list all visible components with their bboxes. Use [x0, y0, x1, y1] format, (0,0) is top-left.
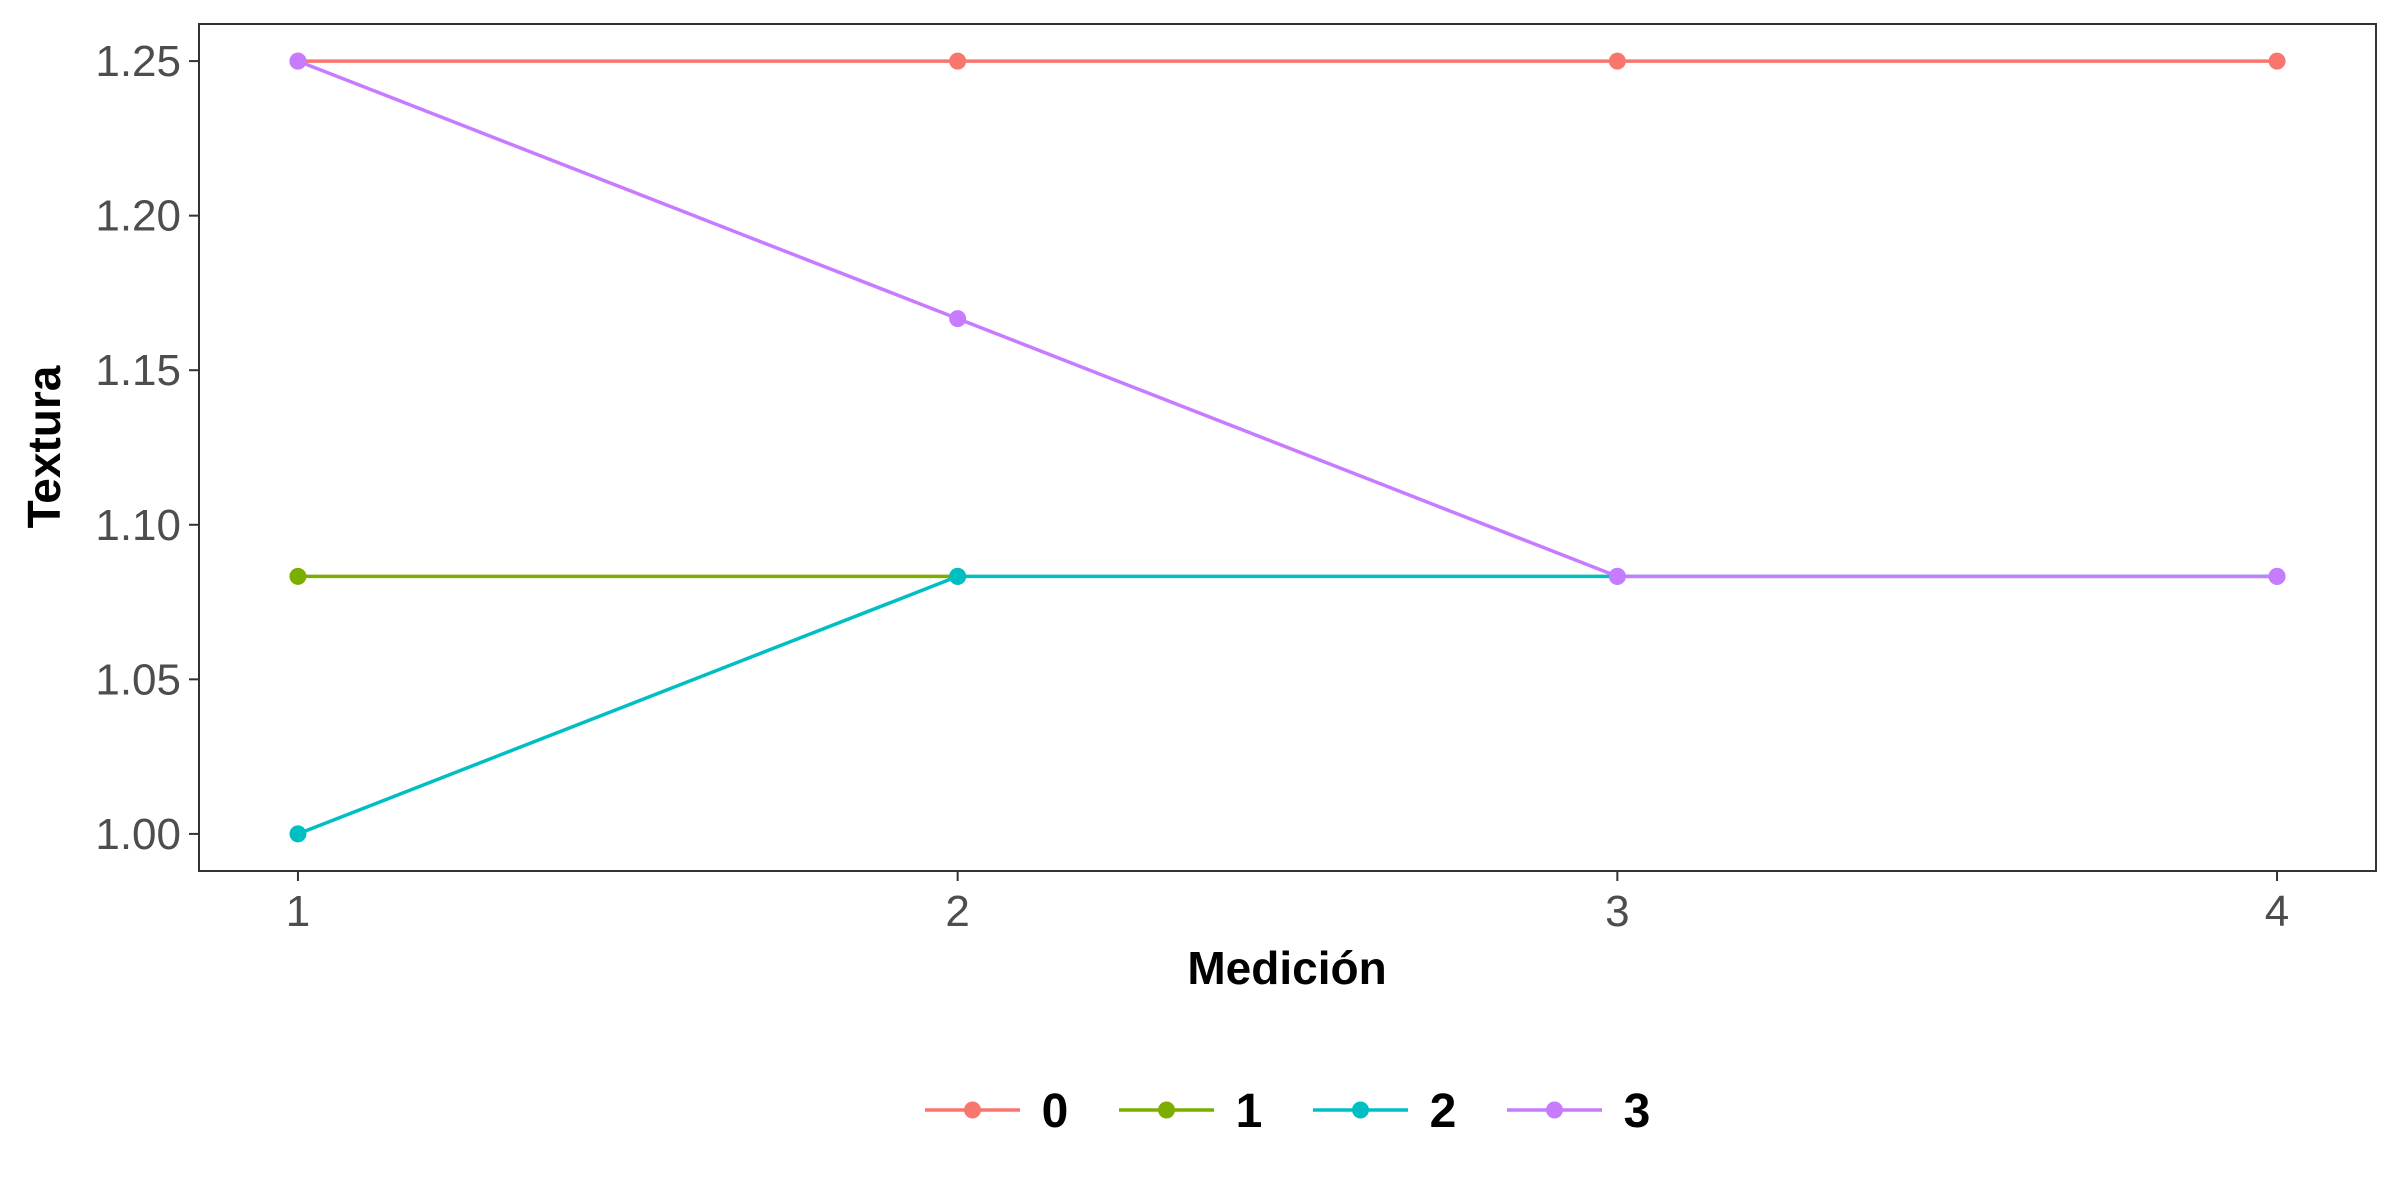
series-line-2: [297, 574, 2278, 836]
series-point-3: [2268, 567, 2286, 585]
legend-label: 3: [1624, 1085, 1651, 1138]
series-points: [289, 52, 2286, 843]
series-layer: [289, 52, 2286, 843]
x-tick-label: 3: [1605, 887, 1629, 936]
legend-label: 2: [1430, 1085, 1457, 1138]
y-axis: 1.00 1.05 1.10 1.15 1.20 1.25: [95, 37, 199, 859]
x-tick-label: 4: [2265, 887, 2289, 936]
x-tick-label: 1: [286, 887, 310, 936]
legend-item-2: 2: [1313, 1085, 1456, 1138]
series-point-1: [289, 567, 307, 585]
y-tick-label: 1.25: [95, 37, 181, 86]
series-point-0: [2268, 52, 2286, 70]
legend-key-point: [1158, 1101, 1175, 1119]
legend-item-0: 0: [925, 1085, 1068, 1138]
series-line-3: [297, 59, 2278, 579]
series-point-2: [289, 825, 307, 843]
plot-panel-border: [198, 23, 2377, 872]
series-point-0: [949, 52, 967, 70]
legend-key-point: [1352, 1101, 1369, 1119]
legend-label: 1: [1236, 1085, 1263, 1138]
y-tick-label: 1.10: [95, 501, 181, 550]
y-tick-label: 1.00: [95, 810, 181, 859]
legend-key-point: [964, 1101, 981, 1119]
y-axis-title: Textura: [18, 365, 70, 528]
legend-key-point: [1546, 1101, 1563, 1119]
x-axis-title: Medición: [1187, 942, 1386, 994]
series-point-3: [289, 52, 307, 70]
series-point-2: [949, 567, 967, 585]
x-tick-label: 2: [945, 887, 969, 936]
y-tick-label: 1.20: [95, 192, 181, 241]
series-point-3: [1608, 567, 1626, 585]
series-lines: [297, 59, 2278, 836]
legend-item-1: 1: [1119, 1085, 1262, 1138]
legend-item-3: 3: [1507, 1085, 1650, 1138]
legend: 0 1 2 3: [925, 1085, 1650, 1138]
x-axis: 1 2 3 4: [286, 871, 2289, 936]
y-tick-label: 1.15: [95, 346, 181, 395]
series-point-0: [1608, 52, 1626, 70]
legend-label: 0: [1042, 1085, 1069, 1138]
series-point-3: [949, 310, 967, 328]
y-tick-label: 1.05: [95, 655, 181, 704]
